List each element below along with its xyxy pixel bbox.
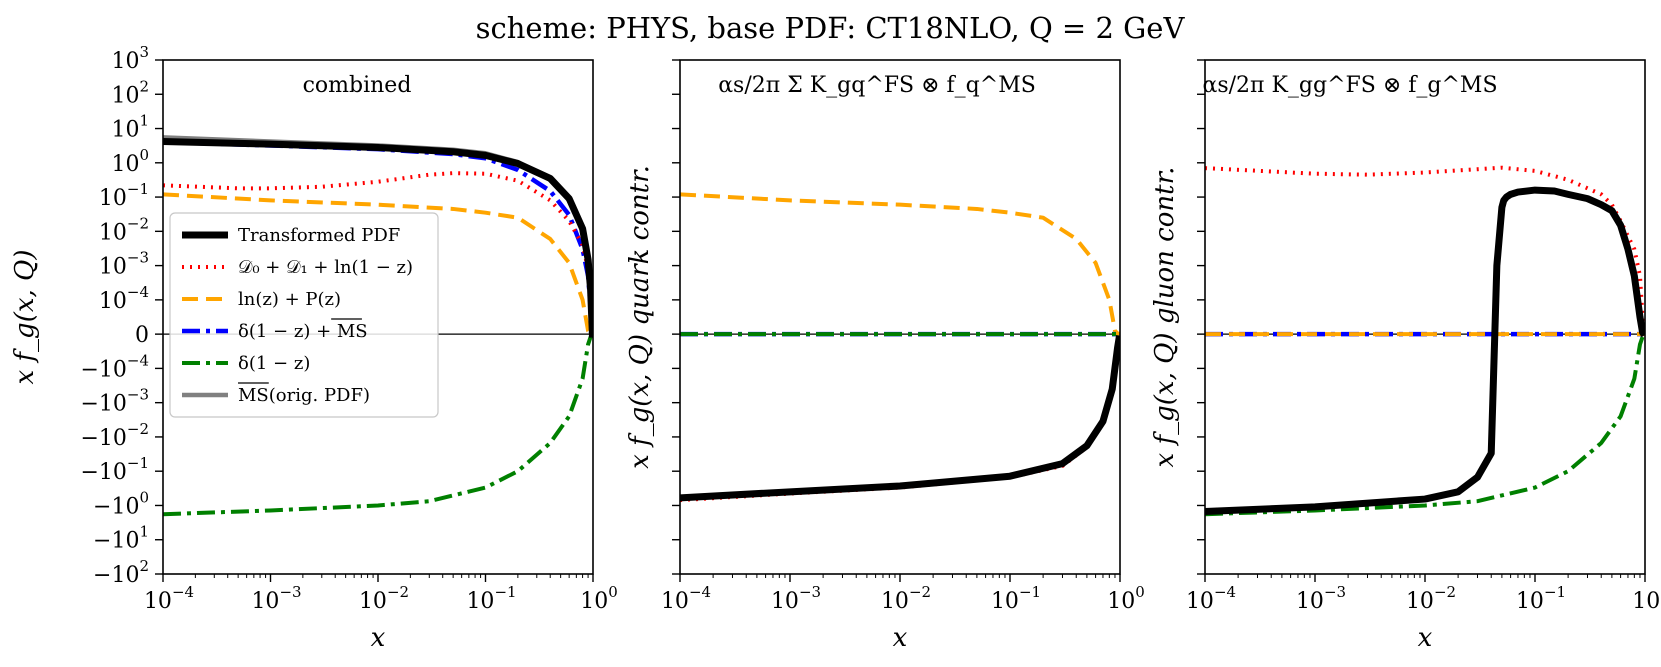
x-tick-label: 10−3 [251,583,301,614]
y-tick-label: −10−3 [80,386,149,417]
y-axis-label: x f_g(x, Q) [10,250,40,385]
x-tick-label: 10−3 [771,583,821,614]
x-tick-label: 10−4 [1186,583,1236,614]
y-tick-label: 103 [111,43,149,74]
legend-label-orange: ln(z) + P(z) [238,289,341,310]
series-black-line [1205,186,1645,515]
y-tick-label: −102 [93,557,149,588]
panel-combined: 10310210110010−110−210−310−40−10−4−10−3−… [10,43,618,653]
x-tick-label: 10−1 [466,583,516,614]
panel-combined-title: combined [303,73,412,98]
legend-label-green: δ(1 − z) [238,353,310,374]
legend-label-gray: MS(orig. PDF) [238,385,370,406]
y-axis-label: x f_g(x, Q) quark contr. [625,165,655,469]
panel-gluon-title: αs/2π K_gg^FS ⊗ f_g^MS [1202,73,1497,98]
panel-combined-axes: 10310210110010−110−210−310−40−10−4−10−3−… [10,43,618,653]
y-tick-label: −101 [93,523,149,554]
legend-box [169,212,439,418]
y-tick-label: −100 [93,488,149,519]
x-axis-label: x [371,623,386,653]
y-tick-label: −10−2 [80,420,149,451]
x-tick-label: 10−2 [1406,583,1456,614]
panel-combined-series [163,135,593,517]
y-tick-label: 0 [135,323,149,348]
series-red-line [1205,165,1645,334]
y-tick-label: −10−1 [80,454,149,485]
x-tick-label: 10−3 [1296,583,1346,614]
panel-combined-legend: Transformed PDF 𝒟₀ + 𝒟₁ + ln(1 − z) ln(z) … [169,212,439,418]
y-tick-label: 10−1 [99,180,149,211]
legend-label-blue: δ(1 − z) + MS [238,321,368,342]
x-axis-label: x [893,623,908,653]
panel-quark-series [680,192,1120,503]
series-red-line [680,335,1120,503]
y-tick-label: 10−2 [99,214,149,245]
y-tick-label: 10−3 [99,249,149,280]
y-tick-label: 100 [111,146,149,177]
x-tick-label: 10−4 [661,583,711,614]
y-tick-label: 10−4 [99,283,149,314]
x-tick-label: 10−2 [881,583,931,614]
panel-quark-axes: 10−4 10−3 10−2 10−1 100 x x f_g(x, Q) quark co… [625,59,1145,653]
series-orange-line [163,192,593,336]
x-tick-label: 10−1 [991,583,1041,614]
legend-label-black: Transformed PDF [238,225,400,246]
x-tick-label: 100 [1107,583,1145,614]
panel-gluon: 10−4 10−3 10−2 10−1 100 x x f_g(x, Q) gluon co… [1150,59,1661,653]
panel-quark: 10−4 10−3 10−2 10−1 100 x x f_g(x, Q) quark co… [625,59,1145,653]
x-tick-label: 10−2 [359,583,409,614]
y-tick-label: 101 [111,112,149,143]
series-green-line [1205,333,1645,517]
panel-quark-title: αs/2π Σ K_gq^FS ⊗ f_q^MS [718,73,1036,98]
x-tick-label: 100 [580,583,618,614]
x-tick-label: 10−4 [144,583,194,614]
series-black-line [163,137,593,338]
x-tick-label: 10−1 [1516,583,1566,614]
figure-title: scheme: PHYS, base PDF: CT18NLO, Q = 2 G… [476,11,1186,45]
y-axis-label: x f_g(x, Q) gluon contr. [1150,167,1180,468]
y-tick-label: 102 [111,77,149,108]
panel-gluon-axes: 10−4 10−3 10−2 10−1 100 x x f_g(x, Q) gluon co… [1150,59,1661,653]
series-black-line [680,334,1120,502]
x-axis-label: x [1418,623,1433,653]
series-green-line [163,333,593,517]
x-tick-label: 100 [1632,583,1661,614]
legend-label-red: 𝒟₀ + 𝒟₁ + ln(1 − z) [238,257,413,278]
series-orange-line [680,192,1120,336]
y-tick-label: −10−4 [80,351,149,382]
panel-gluon-series [1205,165,1645,517]
